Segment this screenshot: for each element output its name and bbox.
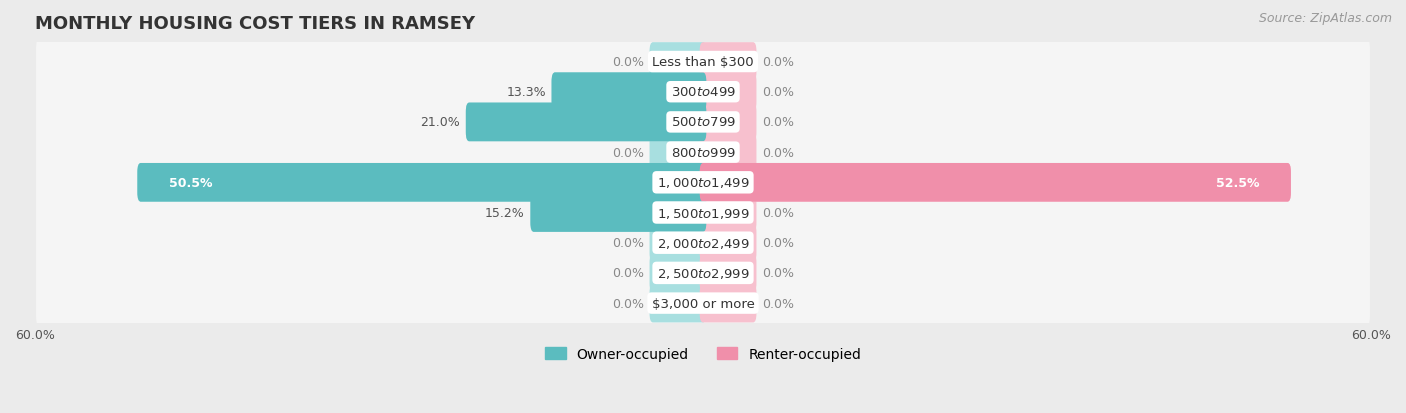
Text: Less than $300: Less than $300 bbox=[652, 56, 754, 69]
FancyBboxPatch shape bbox=[530, 194, 706, 232]
FancyBboxPatch shape bbox=[700, 224, 756, 262]
Text: 0.0%: 0.0% bbox=[762, 206, 794, 219]
FancyBboxPatch shape bbox=[551, 73, 706, 112]
Text: 52.5%: 52.5% bbox=[1216, 176, 1260, 189]
FancyBboxPatch shape bbox=[37, 219, 1369, 268]
Text: 21.0%: 21.0% bbox=[420, 116, 460, 129]
FancyBboxPatch shape bbox=[465, 103, 706, 142]
FancyBboxPatch shape bbox=[650, 284, 706, 323]
FancyBboxPatch shape bbox=[138, 164, 706, 202]
Text: 0.0%: 0.0% bbox=[762, 116, 794, 129]
Text: 0.0%: 0.0% bbox=[762, 56, 794, 69]
FancyBboxPatch shape bbox=[37, 249, 1369, 298]
Text: 0.0%: 0.0% bbox=[762, 237, 794, 249]
FancyBboxPatch shape bbox=[650, 254, 706, 292]
FancyBboxPatch shape bbox=[37, 98, 1369, 147]
Legend: Owner-occupied, Renter-occupied: Owner-occupied, Renter-occupied bbox=[538, 342, 868, 366]
FancyBboxPatch shape bbox=[700, 284, 756, 323]
FancyBboxPatch shape bbox=[37, 159, 1369, 207]
FancyBboxPatch shape bbox=[551, 73, 706, 112]
FancyBboxPatch shape bbox=[650, 133, 706, 172]
FancyBboxPatch shape bbox=[37, 38, 1369, 87]
Text: 0.0%: 0.0% bbox=[612, 297, 644, 310]
Text: 0.0%: 0.0% bbox=[612, 237, 644, 249]
FancyBboxPatch shape bbox=[650, 224, 706, 262]
Text: 0.0%: 0.0% bbox=[762, 297, 794, 310]
FancyBboxPatch shape bbox=[700, 73, 756, 112]
FancyBboxPatch shape bbox=[37, 279, 1369, 328]
Text: 0.0%: 0.0% bbox=[762, 267, 794, 280]
FancyBboxPatch shape bbox=[700, 43, 756, 82]
Text: $2,000 to $2,499: $2,000 to $2,499 bbox=[657, 236, 749, 250]
FancyBboxPatch shape bbox=[700, 103, 756, 142]
FancyBboxPatch shape bbox=[700, 133, 756, 172]
Text: 13.3%: 13.3% bbox=[506, 86, 546, 99]
FancyBboxPatch shape bbox=[700, 164, 1291, 202]
FancyBboxPatch shape bbox=[138, 164, 706, 202]
Text: $2,500 to $2,999: $2,500 to $2,999 bbox=[657, 266, 749, 280]
FancyBboxPatch shape bbox=[37, 68, 1369, 117]
Text: 0.0%: 0.0% bbox=[762, 146, 794, 159]
Text: MONTHLY HOUSING COST TIERS IN RAMSEY: MONTHLY HOUSING COST TIERS IN RAMSEY bbox=[35, 15, 475, 33]
Text: $3,000 or more: $3,000 or more bbox=[651, 297, 755, 310]
Text: 50.5%: 50.5% bbox=[169, 176, 212, 189]
FancyBboxPatch shape bbox=[37, 189, 1369, 237]
FancyBboxPatch shape bbox=[700, 194, 756, 232]
Text: $1,500 to $1,999: $1,500 to $1,999 bbox=[657, 206, 749, 220]
Text: 15.2%: 15.2% bbox=[485, 206, 524, 219]
Text: $500 to $799: $500 to $799 bbox=[671, 116, 735, 129]
Text: $300 to $499: $300 to $499 bbox=[671, 86, 735, 99]
FancyBboxPatch shape bbox=[530, 194, 706, 232]
FancyBboxPatch shape bbox=[465, 103, 706, 142]
Text: 0.0%: 0.0% bbox=[762, 86, 794, 99]
Text: 0.0%: 0.0% bbox=[612, 146, 644, 159]
Text: 0.0%: 0.0% bbox=[612, 56, 644, 69]
Text: 0.0%: 0.0% bbox=[612, 267, 644, 280]
Text: $800 to $999: $800 to $999 bbox=[671, 146, 735, 159]
FancyBboxPatch shape bbox=[37, 128, 1369, 177]
Text: Source: ZipAtlas.com: Source: ZipAtlas.com bbox=[1258, 12, 1392, 25]
FancyBboxPatch shape bbox=[700, 164, 1291, 202]
Text: $1,000 to $1,499: $1,000 to $1,499 bbox=[657, 176, 749, 190]
FancyBboxPatch shape bbox=[700, 254, 756, 292]
FancyBboxPatch shape bbox=[650, 43, 706, 82]
